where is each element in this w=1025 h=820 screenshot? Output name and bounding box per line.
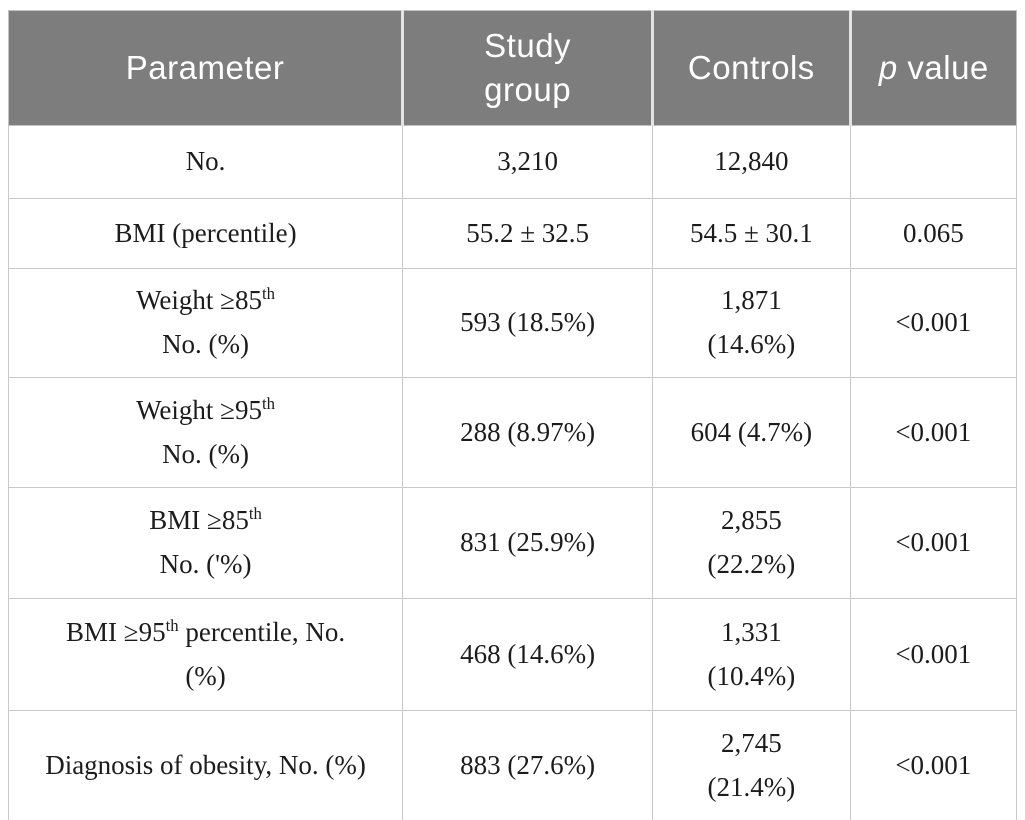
param-cell: BMI ≥95th percentile, No. (%) [7, 598, 404, 711]
superscript: th [248, 504, 262, 524]
study-value: 3,210 [497, 146, 558, 177]
controls-cell: 12,840 [652, 125, 851, 199]
param-cell: Weight ≥95th No. (%) [7, 377, 404, 488]
header-cell-parameter: Parameter [7, 10, 404, 126]
controls-line1: 12,840 [714, 146, 789, 177]
superscript: th [261, 284, 276, 304]
controls-line2: (22.2%) [707, 549, 796, 579]
header-label-controls: Controls [687, 49, 815, 87]
header-label-value: value [897, 49, 989, 87]
study-group-cell: 288 (8.97%) [402, 377, 654, 488]
study-group-cell: 468 (14.6%) [402, 598, 654, 711]
controls-line1: 604 (4.7%) [690, 416, 813, 447]
table-row: Weight ≥95th No. (%) 288 (8.97%) 604 (4.… [7, 377, 1018, 488]
study-group-cell: 593 (18.5%) [402, 268, 654, 378]
controls-line1: 54.5 ± 30.1 [689, 217, 813, 248]
study-group-cell: 883 (27.6%) [402, 710, 654, 820]
controls-cell: 604 (4.7%) [652, 377, 851, 488]
param-cell: Diagnosis of obesity, No. (%) [7, 710, 404, 820]
superscript: th [261, 393, 276, 413]
param-line1: Weight ≥95th [136, 393, 276, 425]
controls-cell: 2,855 (22.2%) [652, 487, 851, 599]
p-value-cell: <0.001 [849, 710, 1018, 820]
controls-line1: 2,745 [721, 728, 782, 759]
controls-cell: 2,745 (21.4%) [652, 710, 851, 820]
param-line1: Diagnosis of obesity, No. (%) [45, 750, 366, 781]
parameters-comparison-table: Parameter Study group Controls p value [7, 10, 1018, 820]
controls-cell: 54.5 ± 30.1 [652, 198, 851, 269]
study-group-cell: 831 (25.9%) [402, 487, 654, 599]
header-label-p: p [878, 49, 898, 87]
p-value-cell: <0.001 [849, 268, 1018, 378]
param-cell: BMI (percentile) [7, 198, 404, 269]
param-line1: Weight ≥85th [136, 284, 276, 316]
param-line2: No. (%) [162, 438, 250, 469]
controls-line2: (10.4%) [707, 660, 796, 691]
table-row: BMI (percentile) 55.2 ± 32.5 54.5 ± 30.1… [7, 198, 1018, 269]
param-line1: BMI ≥85th [149, 504, 262, 536]
study-value: 288 (8.97%) [460, 416, 596, 447]
study-value: 593 (18.5%) [460, 307, 596, 338]
superscript: th [165, 615, 179, 635]
param-line1: BMI ≥95th percentile, No. [66, 615, 346, 647]
controls-line2: (14.6%) [707, 329, 796, 359]
param-line2: (%) [185, 660, 226, 691]
study-group-cell: 55.2 ± 32.5 [402, 198, 654, 269]
study-value: 883 (27.6%) [460, 750, 596, 781]
header-label-parameter: Parameter [125, 49, 285, 87]
p-value-cell: 0.065 [849, 198, 1018, 269]
param-line2: No. ('%) [159, 549, 252, 579]
p-value-cell: <0.001 [849, 598, 1018, 711]
header-cell-p-value: p value [848, 10, 1018, 126]
controls-line2: (21.4%) [707, 772, 796, 802]
table-row: BMI ≥85th No. ('%) 831 (25.9%) 2,855 (22… [7, 487, 1018, 599]
p-value-cell: <0.001 [849, 487, 1018, 599]
table-row: BMI ≥95th percentile, No. (%) 468 (14.6%… [7, 598, 1018, 711]
header-label-study-line1: Study [484, 27, 572, 65]
param-line1: BMI (percentile) [114, 217, 297, 248]
table-container: Parameter Study group Controls p value [7, 10, 1018, 820]
header-label-study-line2: group [484, 71, 572, 108]
param-line2: No. (%) [162, 329, 250, 359]
controls-cell: 1,871 (14.6%) [652, 268, 851, 378]
param-cell: BMI ≥85th No. ('%) [7, 487, 404, 599]
controls-line1: 1,871 [721, 285, 782, 316]
param-cell: Weight ≥85th No. (%) [7, 268, 404, 378]
header-cell-controls: Controls [651, 10, 851, 126]
param-cell: No. [7, 125, 404, 199]
p-value-cell: <0.001 [849, 377, 1018, 488]
p-value-cell [849, 125, 1018, 199]
study-group-cell: 3,210 [402, 125, 654, 199]
study-value: 468 (14.6%) [460, 638, 596, 669]
table-header-row: Parameter Study group Controls p value [7, 10, 1018, 126]
header-cell-study-group: Study group [401, 10, 654, 126]
controls-line1: 2,855 [721, 505, 782, 536]
study-value: 55.2 ± 32.5 [466, 217, 590, 248]
param-line1: No. [185, 146, 226, 177]
table-row: Weight ≥85th No. (%) 593 (18.5%) 1,871 (… [7, 268, 1018, 378]
table-row: No. 3,210 12,840 [7, 125, 1018, 199]
table-row: Diagnosis of obesity, No. (%) 883 (27.6%… [7, 710, 1018, 820]
controls-line1: 1,331 [721, 616, 782, 647]
study-value: 831 (25.9%) [460, 527, 596, 558]
controls-cell: 1,331 (10.4%) [652, 598, 851, 711]
